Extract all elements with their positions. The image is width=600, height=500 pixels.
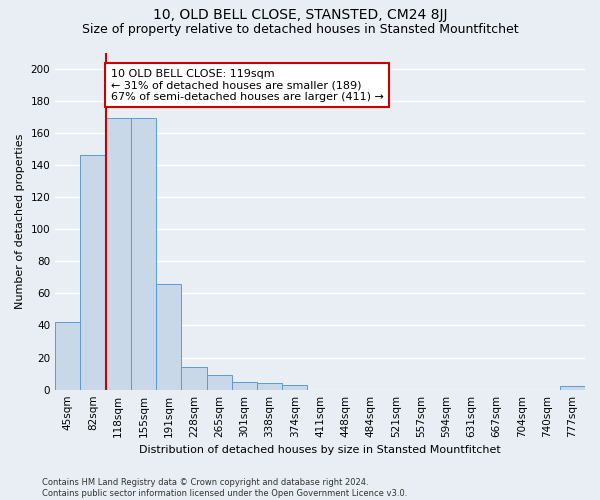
Bar [282,385,307,390]
Text: 10, OLD BELL CLOSE, STANSTED, CM24 8JJ: 10, OLD BELL CLOSE, STANSTED, CM24 8JJ [153,8,447,22]
Bar [156,284,181,390]
X-axis label: Distribution of detached houses by size in Stansted Mountfitchet: Distribution of detached houses by size … [139,445,501,455]
Bar [257,384,282,390]
Bar [55,322,80,390]
Bar [106,118,131,390]
Bar [232,382,257,390]
Bar [80,156,106,390]
Y-axis label: Number of detached properties: Number of detached properties [15,134,25,309]
Bar [206,375,232,390]
Bar [181,367,206,390]
Bar [131,118,156,390]
Bar [560,386,585,390]
Text: 10 OLD BELL CLOSE: 119sqm
← 31% of detached houses are smaller (189)
67% of semi: 10 OLD BELL CLOSE: 119sqm ← 31% of detac… [110,68,383,102]
Text: Size of property relative to detached houses in Stansted Mountfitchet: Size of property relative to detached ho… [82,22,518,36]
Text: Contains HM Land Registry data © Crown copyright and database right 2024.
Contai: Contains HM Land Registry data © Crown c… [42,478,407,498]
